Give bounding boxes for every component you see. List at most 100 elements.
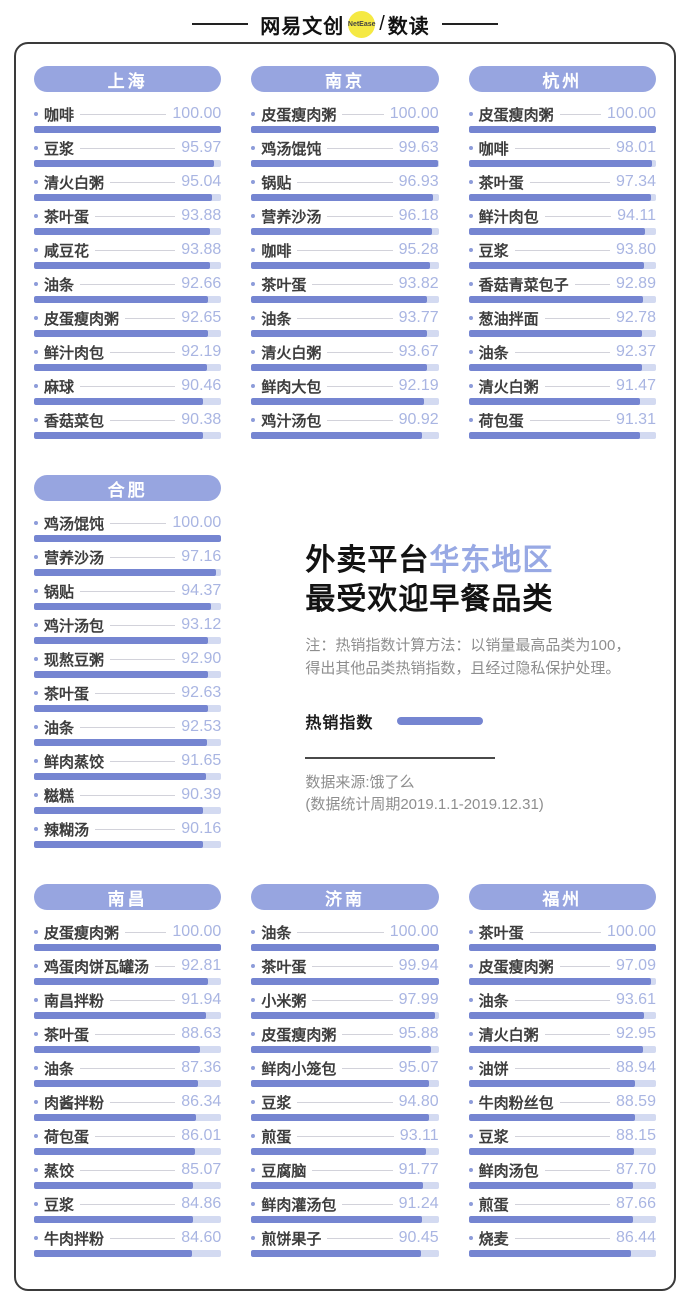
leader-line (155, 965, 176, 967)
bar-fill (34, 944, 222, 951)
list-item: 鸡汁汤包 90.92 (251, 411, 439, 439)
item-label: 鸡汤馄饨 (261, 140, 322, 158)
leader-line (110, 658, 176, 660)
item-row: 皮蛋瘦肉粥 95.88 (251, 1025, 439, 1044)
item-value: 90.45 (398, 1229, 439, 1246)
item-label: 糍糕 (44, 787, 75, 805)
item-label: 牛肉拌粉 (44, 1230, 105, 1248)
item-row: 营养沙汤 96.18 (251, 207, 439, 226)
list-item: 荷包蛋 86.01 (34, 1127, 222, 1155)
bullet-dot-icon (251, 1100, 256, 1104)
item-label: 烧麦 (478, 1230, 509, 1248)
bar-fill (468, 1250, 631, 1257)
item-label: 咖啡 (44, 106, 75, 124)
bullet-dot-icon (251, 1066, 256, 1070)
bar-fill (34, 1114, 196, 1121)
item-row: 牛肉粉丝包 88.59 (468, 1093, 656, 1112)
item-row: 鸡汤馄饨 99.63 (251, 139, 439, 158)
bar-track (34, 535, 222, 542)
list-item: 皮蛋瘦肉粥 92.65 (34, 309, 222, 337)
item-row: 肉酱拌粉 86.34 (34, 1093, 221, 1112)
bar-track (468, 364, 656, 371)
leader-line (514, 1237, 610, 1239)
bar-track (468, 228, 656, 235)
bar-fill (34, 739, 208, 746)
bar-fill (34, 1250, 193, 1257)
bar-track (251, 398, 439, 405)
bullet-dot-icon (468, 180, 473, 184)
item-row: 茶叶蛋 92.63 (34, 684, 221, 703)
bullet-dot-icon (251, 1236, 256, 1240)
list-item: 茶叶蛋 88.63 (34, 1025, 222, 1053)
bar-track (34, 330, 222, 337)
item-value: 92.37 (615, 343, 656, 360)
leader-line (297, 249, 393, 251)
bar-fill (34, 1148, 196, 1155)
bar-fill (468, 126, 656, 133)
item-list: 皮蛋瘦肉粥 100.00 咖啡 98.01 茶叶蛋 97.34 鲜汁肉包 94.11 豆浆 93.… (468, 105, 656, 439)
item-label: 小米粥 (261, 992, 307, 1010)
list-item: 蒸饺 85.07 (34, 1161, 222, 1189)
bullet-dot-icon (34, 657, 38, 661)
bullet-dot-icon (468, 930, 473, 934)
item-row: 鲜汁肉包 92.19 (34, 343, 221, 362)
item-value: 91.47 (615, 377, 656, 394)
bar-track (468, 262, 656, 269)
list-item: 油条 92.37 (468, 343, 656, 371)
city-section-fuzhou: 福州 茶叶蛋 100.00 皮蛋瘦肉粥 97.09 油条 93.61 清火白粥 92.95 油饼… (468, 884, 656, 1263)
item-label: 豆浆 (44, 140, 75, 158)
bar-fill (34, 262, 210, 269)
bar-fill (34, 841, 203, 848)
leader-line (327, 1237, 393, 1239)
bar-track (468, 398, 656, 405)
item-row: 咸豆花 93.88 (34, 241, 221, 260)
city-section-nanchang: 南昌 皮蛋瘦肉粥 100.00 鸡蛋肉饼瓦罐汤 92.81 南昌拌粉 91.94 茶叶蛋 88… (34, 884, 222, 1263)
city-section-shanghai: 上海 咖啡 100.00 豆浆 95.97 清火白粥 95.04 茶叶蛋 93.88 咸豆花 93… (34, 66, 222, 445)
list-item: 油条 100.00 (251, 923, 439, 951)
item-row: 茶叶蛋 93.88 (34, 207, 221, 226)
bar-track (251, 126, 439, 133)
list-item: 牛肉拌粉 84.60 (34, 1229, 222, 1257)
item-label: 鲜肉小笼包 (261, 1060, 337, 1078)
leader-line (514, 999, 610, 1001)
bullet-dot-icon (468, 146, 473, 150)
bar-fill (34, 1012, 207, 1019)
bar-fill (34, 160, 214, 167)
bar-track (468, 296, 656, 303)
item-label: 鲜肉大包 (261, 378, 322, 396)
bullet-dot-icon (34, 691, 38, 695)
leader-line (110, 181, 176, 183)
list-item: 糍糕 90.39 (34, 786, 222, 814)
item-row: 油条 100.00 (251, 923, 439, 942)
leader-line (312, 1169, 393, 1171)
item-row: 豆浆 93.80 (468, 241, 656, 260)
list-item: 锅贴 96.93 (251, 173, 439, 201)
list-item: 鸡蛋肉饼瓦罐汤 92.81 (34, 957, 222, 985)
item-label: 皮蛋瘦肉粥 (44, 924, 120, 942)
bullet-dot-icon (34, 930, 38, 934)
bar-fill (468, 1114, 635, 1121)
item-row: 现熬豆粥 92.90 (34, 650, 221, 669)
list-item: 清火白粥 92.95 (468, 1025, 656, 1053)
leader-line (559, 113, 602, 115)
bar-fill (34, 228, 210, 235)
item-row: 茶叶蛋 97.34 (468, 173, 656, 192)
leader-line (297, 317, 393, 319)
bullet-dot-icon (34, 555, 38, 559)
item-row: 鲜肉小笼包 95.07 (251, 1059, 439, 1078)
bullet-dot-icon (468, 316, 473, 320)
item-row: 豆浆 94.80 (251, 1093, 439, 1112)
item-label: 茶叶蛋 (44, 1026, 90, 1044)
list-item: 茶叶蛋 92.63 (34, 684, 222, 712)
city-pill: 上海 (34, 66, 222, 92)
item-value: 94.11 (617, 207, 656, 224)
bar-track (251, 1012, 439, 1019)
leader-line (529, 419, 610, 421)
bar-track (34, 807, 222, 814)
leader-line (514, 1067, 610, 1069)
bar-track (468, 1216, 656, 1223)
source-line2: (数据统计周期2019.1.1-2019.12.31) (305, 796, 544, 813)
item-label: 咸豆花 (44, 242, 90, 260)
item-value: 93.12 (181, 616, 222, 633)
bar-fill (468, 194, 651, 201)
